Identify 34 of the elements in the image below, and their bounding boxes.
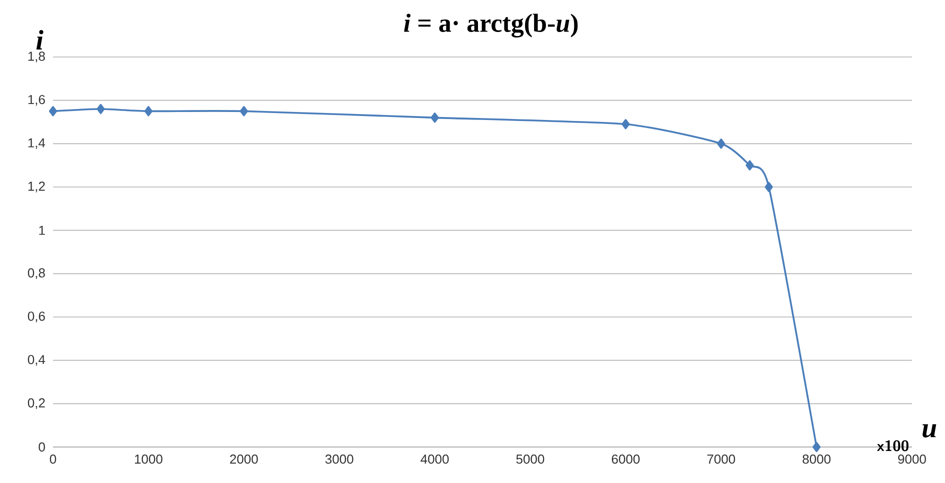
- point: [764, 182, 773, 192]
- y-tick-label: 0,8: [28, 268, 45, 280]
- x-tick-label: 5000: [516, 454, 544, 464]
- point: [430, 112, 439, 123]
- x-tick-label: 4000: [420, 454, 449, 464]
- y-tick-label: 1,6: [28, 94, 45, 106]
- x-tick-label: 7000: [707, 454, 736, 464]
- x-tick-label: 8000: [802, 454, 831, 464]
- point: [717, 138, 726, 149]
- point: [746, 160, 754, 170]
- annotation: x100: [877, 440, 908, 452]
- chart-title: i = a· arctg(b-u): [404, 14, 578, 38]
- y-tick-label: 0,4: [28, 354, 46, 366]
- point: [48, 106, 58, 116]
- y-tick-label: 1,4: [28, 138, 46, 149]
- y-tick-label: 0: [38, 442, 45, 452]
- x-tick-label: 1000: [134, 454, 162, 464]
- x-tick-label: 9000: [898, 454, 926, 464]
- x-tick-label: 0: [50, 454, 56, 464]
- x-axis-title: u: [922, 424, 936, 438]
- y-tick-label: 0,6: [28, 312, 45, 322]
- point: [240, 106, 248, 116]
- point: [144, 106, 152, 116]
- x-tick-label: 2000: [230, 454, 258, 464]
- x-tick-label: 3000: [325, 454, 354, 464]
- y-tick-label: 1,2: [28, 182, 45, 192]
- y-tick-label: 0,2: [28, 398, 45, 410]
- y-tick-label: 1: [39, 226, 45, 235]
- point: [96, 104, 105, 114]
- y-axis-title: i: [36, 30, 44, 50]
- y-tick-label: 1,8: [28, 52, 45, 62]
- x-tick-label: 6000: [612, 454, 640, 464]
- point: [622, 119, 630, 130]
- point: [812, 442, 821, 452]
